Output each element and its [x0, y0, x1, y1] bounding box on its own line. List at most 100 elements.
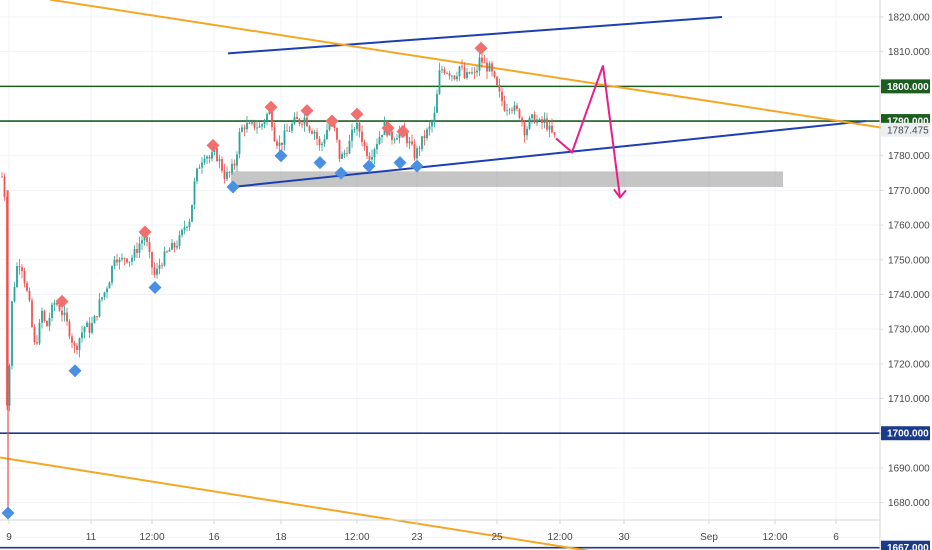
- y-tick-label: 1780.000: [888, 151, 930, 162]
- x-tick-label: 16: [208, 532, 220, 543]
- candle-body: [523, 122, 526, 136]
- swing-high-marker: [350, 107, 364, 121]
- y-tick-label: 1720.000: [888, 359, 930, 370]
- candle-body: [156, 268, 158, 275]
- swing-high-marker: [206, 138, 220, 152]
- candle-body: [143, 237, 146, 241]
- candle-body: [393, 139, 396, 141]
- candle-body: [476, 70, 478, 73]
- candle-body: [531, 114, 533, 118]
- candle-body: [28, 290, 31, 301]
- candle-body: [121, 258, 123, 260]
- candle-body: [346, 153, 348, 154]
- x-tick-label: Sep: [700, 532, 718, 543]
- candle-body: [126, 258, 128, 263]
- candle-body: [18, 266, 21, 268]
- candle-body: [316, 132, 318, 139]
- candle-body: [46, 320, 48, 327]
- candle-body: [248, 123, 251, 124]
- projection-line: [555, 65, 621, 198]
- candle-body: [491, 63, 493, 72]
- candle-body: [288, 130, 291, 132]
- candle-body: [421, 136, 423, 150]
- candle-body: [513, 105, 516, 111]
- candle-body: [138, 243, 141, 253]
- swing-high-marker: [138, 225, 152, 239]
- candle-body: [38, 322, 41, 344]
- x-tick-label: 25: [491, 532, 503, 543]
- candle-body: [196, 168, 198, 182]
- candle-body: [503, 101, 506, 111]
- candle-body: [371, 157, 373, 160]
- x-tick-label: 12:00: [547, 532, 572, 543]
- candle-body: [283, 130, 286, 145]
- candle-body: [193, 181, 196, 205]
- candle-body: [8, 365, 11, 406]
- swing-low-marker: [362, 159, 376, 173]
- candle-body: [163, 251, 166, 266]
- candle-body: [326, 129, 328, 140]
- candle-body: [128, 261, 131, 263]
- candle-body: [441, 69, 443, 71]
- support-zone-layer: [231, 171, 783, 187]
- swing-low-marker: [226, 180, 240, 194]
- candle-body: [358, 122, 361, 132]
- candle-body: [363, 142, 366, 147]
- candle-body: [88, 322, 91, 333]
- candle-body: [473, 72, 476, 74]
- candle-body: [548, 125, 551, 130]
- candle-body: [148, 242, 151, 252]
- candle-body: [516, 105, 518, 110]
- candle-body: [188, 221, 191, 227]
- candle-body: [458, 66, 461, 77]
- swing-low-marker: [393, 156, 407, 170]
- y-tick-label: 1710.000: [888, 394, 930, 405]
- candle-body: [483, 62, 486, 64]
- y-tick-label: 1690.000: [888, 463, 930, 474]
- candle-body: [276, 141, 278, 146]
- candle-body: [423, 136, 426, 139]
- swing-low-marker: [410, 159, 424, 173]
- candle-body: [151, 251, 153, 268]
- swing-high-marker: [474, 41, 488, 55]
- candle-body: [131, 257, 133, 262]
- candle-body: [223, 170, 226, 179]
- candle-body: [241, 127, 243, 132]
- candle-body: [31, 300, 33, 327]
- candle-body: [256, 127, 258, 129]
- candle-body: [91, 323, 93, 333]
- candle-body: [323, 139, 326, 144]
- candle-body: [406, 132, 408, 144]
- candle-body: [96, 316, 98, 317]
- candle-body: [368, 156, 371, 160]
- candle-body: [251, 122, 253, 124]
- candle-body: [518, 109, 521, 118]
- candle-body: [231, 163, 233, 173]
- candle-body: [141, 240, 143, 244]
- price-tag-label: 1700.000: [887, 429, 929, 440]
- x-tick-label: 12:00: [762, 532, 787, 543]
- x-tick-label: 18: [275, 532, 287, 543]
- x-tick-label: 12:00: [344, 532, 369, 543]
- swing-high-marker: [396, 124, 410, 138]
- candle-body: [21, 267, 23, 271]
- candle-body: [146, 237, 148, 243]
- candle-body: [461, 66, 463, 68]
- candle-body: [506, 109, 508, 111]
- candle-body: [418, 148, 421, 150]
- candle-body: [498, 85, 501, 92]
- candle-body: [133, 249, 136, 258]
- candle-body: [281, 142, 283, 145]
- candle-body: [496, 76, 498, 86]
- candle-body: [278, 142, 281, 146]
- candle-body: [543, 118, 546, 124]
- candle-body: [536, 119, 538, 123]
- candle-body: [221, 159, 223, 171]
- candle-body: [528, 117, 531, 129]
- candle-body: [451, 75, 453, 77]
- candle-body: [246, 123, 248, 130]
- swing-low-marker: [68, 364, 82, 378]
- candle-body: [11, 301, 13, 366]
